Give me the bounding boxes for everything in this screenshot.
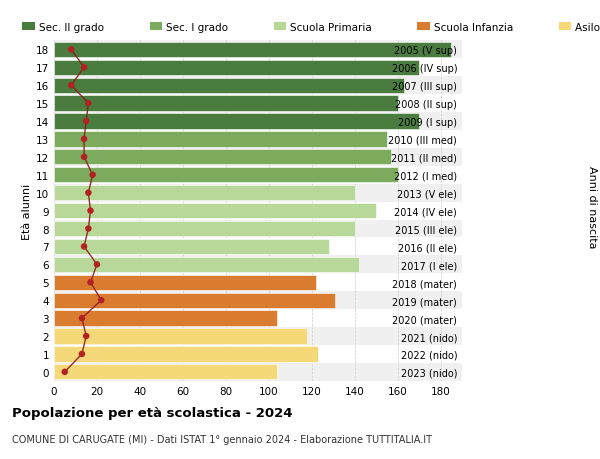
Bar bbox=[54, 41, 462, 59]
Bar bbox=[54, 114, 419, 129]
Bar bbox=[54, 168, 398, 183]
Point bbox=[79, 64, 89, 72]
Bar bbox=[54, 150, 391, 165]
Bar bbox=[54, 363, 462, 381]
Bar bbox=[54, 221, 355, 237]
Bar bbox=[54, 257, 359, 272]
Point bbox=[86, 279, 95, 286]
Bar bbox=[54, 309, 462, 327]
Bar bbox=[54, 78, 404, 94]
Bar bbox=[54, 327, 462, 345]
Bar bbox=[54, 77, 462, 95]
Bar bbox=[54, 329, 307, 344]
Legend: Sec. II grado, Sec. I grado, Scuola Primaria, Scuola Infanzia, Asilo Nido, Stran: Sec. II grado, Sec. I grado, Scuola Prim… bbox=[22, 23, 600, 33]
Bar bbox=[54, 149, 462, 167]
Point bbox=[77, 351, 87, 358]
Bar bbox=[54, 203, 376, 219]
Text: Popolazione per età scolastica - 2024: Popolazione per età scolastica - 2024 bbox=[12, 406, 293, 419]
Point bbox=[77, 315, 87, 322]
Bar bbox=[54, 95, 462, 113]
Bar bbox=[54, 345, 462, 363]
Bar bbox=[54, 61, 419, 76]
Bar bbox=[54, 274, 462, 291]
Text: Anni di nascita: Anni di nascita bbox=[587, 165, 597, 248]
Bar bbox=[54, 185, 355, 201]
Bar bbox=[54, 347, 318, 362]
Bar bbox=[54, 238, 462, 256]
Bar bbox=[54, 132, 387, 147]
Point bbox=[67, 82, 76, 90]
Point bbox=[86, 207, 95, 215]
Bar bbox=[54, 275, 316, 290]
Bar bbox=[54, 256, 462, 274]
Point bbox=[83, 225, 93, 233]
Point bbox=[92, 261, 102, 269]
Point bbox=[79, 243, 89, 251]
Point bbox=[97, 297, 106, 304]
Bar bbox=[54, 131, 462, 149]
Point bbox=[79, 136, 89, 143]
Bar bbox=[54, 43, 451, 58]
Bar bbox=[54, 220, 462, 238]
Point bbox=[82, 333, 91, 340]
Point bbox=[79, 154, 89, 161]
Bar bbox=[54, 185, 462, 202]
Text: COMUNE DI CARUGATE (MI) - Dati ISTAT 1° gennaio 2024 - Elaborazione TUTTITALIA.I: COMUNE DI CARUGATE (MI) - Dati ISTAT 1° … bbox=[12, 434, 432, 444]
Bar bbox=[54, 291, 462, 309]
Bar bbox=[54, 59, 462, 77]
Bar bbox=[54, 96, 398, 112]
Bar bbox=[54, 364, 277, 380]
Bar bbox=[54, 113, 462, 131]
Bar bbox=[54, 202, 462, 220]
Point bbox=[83, 190, 93, 197]
Bar bbox=[54, 239, 329, 254]
Bar bbox=[54, 293, 335, 308]
Bar bbox=[54, 311, 277, 326]
Point bbox=[60, 369, 70, 376]
Point bbox=[67, 46, 76, 54]
Y-axis label: Età alunni: Età alunni bbox=[22, 183, 32, 239]
Point bbox=[83, 100, 93, 107]
Point bbox=[82, 118, 91, 125]
Point bbox=[88, 172, 97, 179]
Bar bbox=[54, 167, 462, 185]
